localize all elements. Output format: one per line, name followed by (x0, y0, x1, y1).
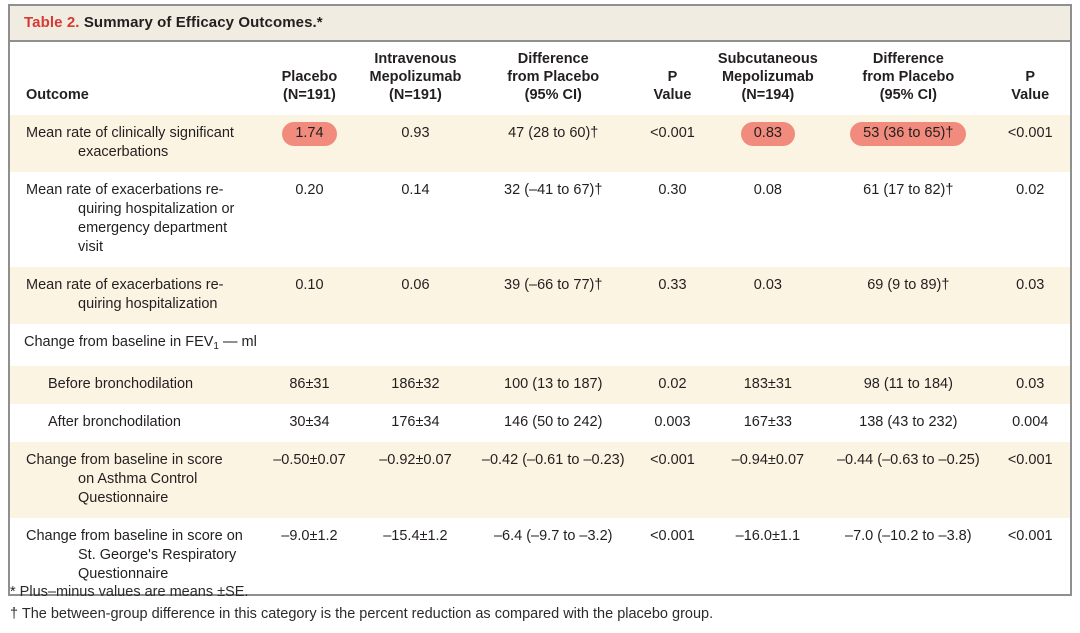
value-cell: 0.03 (1016, 277, 1045, 293)
value-cell: 0.14 (401, 182, 430, 198)
outcome-cell: Change from baseline in score on Asthma C… (10, 442, 259, 518)
value-cell: –7.0 (–10.2 to –3.8) (845, 528, 972, 544)
value-cell: 0.03 (1016, 376, 1045, 392)
outcome-cell: Mean rate of clinically significant exace… (10, 115, 259, 172)
value-cell: 53 (36 to 65)† (826, 115, 990, 172)
value-cell: 98 (11 to 184) (863, 376, 953, 392)
table-row: Mean rate of clinically significant exace… (10, 115, 1070, 172)
outcome-label: Change from baseline in FEV1 — ml (24, 334, 257, 352)
value-cell: –6.4 (–9.7 to –3.2) (493, 528, 613, 544)
data-table: Outcome Placebo (N=191) Intravenous Mepolizu… (10, 42, 1070, 594)
column-header-outcome: Outcome (10, 42, 260, 115)
table-header: Outcome Placebo (N=191) Intravenous Mepolizu… (10, 42, 1070, 115)
value-cell: <0.001 (650, 528, 695, 544)
value-cell: 30±34 (289, 414, 330, 430)
outcome-cell: Mean rate of exacerbations re-quiring ho… (10, 267, 259, 324)
value-cell: 167±33 (743, 414, 792, 430)
value-cell: <0.001 (650, 125, 695, 141)
value-cell: 69 (9 to 89)† (867, 277, 950, 293)
value-cell: 0.20 (295, 182, 324, 198)
table-row: Before bronchodilation 86±31 186±32 100 (13… (10, 366, 1070, 404)
value-cell: 183±31 (743, 376, 792, 392)
outcome-label: Change from baseline in score on St. Geor… (26, 528, 243, 582)
value-cell: 1.74 (259, 115, 360, 172)
value-cell: 0.003 (654, 414, 691, 430)
header-row: Outcome Placebo (N=191) Intravenous Mepolizu… (10, 42, 1070, 115)
value-cell: 100 (13 to 187) (504, 376, 603, 392)
table-title: Summary of Efficacy Outcomes.* (83, 14, 323, 31)
value-cell: –0.42 (–0.61 to –0.23) (481, 452, 625, 468)
value-cell: –0.50±0.07 (273, 452, 346, 468)
value-cell: 47 (28 to 60)† (508, 125, 599, 141)
table-body: Mean rate of clinically significant exace… (10, 115, 1070, 594)
table-row: Change from baseline in score on Asthma C… (10, 442, 1070, 518)
value-cell: 186±32 (391, 376, 440, 392)
column-header-sc: Subcutaneous Mepolizumab (N=194) (709, 42, 827, 115)
table-title-bar: Table 2. Summary of Efficacy Outcomes.* (10, 6, 1070, 42)
table-row: After bronchodilation 30±34 176±34 146 (50 … (10, 404, 1070, 442)
efficacy-outcomes-table: Table 2. Summary of Efficacy Outcomes.* … (8, 4, 1072, 596)
highlight-pill: 1.74 (282, 122, 337, 146)
subscript: 1 (213, 341, 219, 352)
value-cell: 0.03 (753, 277, 782, 293)
value-cell: 0.08 (753, 182, 782, 198)
value-cell: 0.004 (1012, 414, 1049, 430)
table-row: Change from baseline in score on St. Geor… (10, 518, 1070, 594)
table-number-label: Table 2. (24, 14, 80, 31)
column-header-diff1: Difference from Placebo (95% CI) (471, 42, 636, 115)
value-cell: 39 (–66 to 77)† (504, 277, 603, 293)
value-cell: 138 (43 to 232) (859, 414, 958, 430)
column-header-iv: Intravenous Mepolizumab (N=191) (359, 42, 472, 115)
column-header-diff2: Difference from Placebo (95% CI) (826, 42, 991, 115)
column-header-placebo: Placebo (N=191) (259, 42, 360, 115)
value-cell: –15.4±1.2 (383, 528, 448, 544)
outcome-label: After bronchodilation (48, 414, 181, 430)
value-cell: 0.30 (658, 182, 687, 198)
value-cell: 0.06 (401, 277, 430, 293)
value-cell: <0.001 (650, 452, 695, 468)
value-cell: 0.02 (658, 376, 687, 392)
table-row: Change from baseline in FEV1 — ml (10, 324, 1070, 366)
value-cell: 176±34 (391, 414, 440, 430)
value-cell: 146 (50 to 242) (504, 414, 603, 430)
value-cell: –16.0±1.1 (735, 528, 801, 544)
table-row: Mean rate of exacerbations re-quiring ho… (10, 267, 1070, 324)
footnote-line: * Plus–minus values are means ±SE. (10, 584, 249, 600)
value-cell: –0.44 (–0.63 to –0.25) (836, 452, 980, 468)
value-cell: 86±31 (289, 376, 330, 392)
outcome-label: Mean rate of exacerbations re-quiring ho… (26, 182, 235, 255)
outcome-label: Change from baseline in score on Asthma C… (26, 452, 223, 506)
outcome-label: Mean rate of clinically significant exace… (26, 125, 234, 160)
value-cell: <0.001 (1007, 125, 1053, 141)
value-cell: 0.33 (658, 277, 687, 293)
table-row: Mean rate of exacerbations re-quiring ho… (10, 172, 1070, 267)
outcome-cell: Change from baseline in FEV1 — ml (10, 324, 1070, 366)
highlight-pill: 53 (36 to 65)† (850, 122, 967, 146)
value-cell: 0.10 (295, 277, 324, 293)
outcome-label: Before bronchodilation (48, 376, 194, 392)
outcome-label: Mean rate of exacerbations re-quiring ho… (26, 277, 224, 312)
value-cell: 0.83 (710, 115, 827, 172)
outcome-cell: Change from baseline in score on St. Geor… (10, 518, 259, 594)
value-cell: –0.94±0.07 (731, 452, 805, 468)
outcome-cell: After bronchodilation (10, 404, 259, 442)
column-header-p1: P Value (635, 42, 710, 115)
value-cell: –0.92±0.07 (379, 452, 452, 468)
value-cell: 0.93 (401, 125, 430, 141)
value-cell: <0.001 (1007, 528, 1053, 544)
value-cell: –9.0±1.2 (281, 528, 338, 544)
value-cell: 32 (–41 to 67)† (504, 182, 603, 198)
outcome-cell: Mean rate of exacerbations re-quiring ho… (10, 172, 259, 267)
column-header-p2: P Value (990, 42, 1070, 115)
value-cell: 0.02 (1016, 182, 1045, 198)
value-cell: 61 (17 to 82)† (863, 182, 954, 198)
value-cell: <0.001 (1007, 452, 1053, 468)
highlight-pill: 0.83 (740, 122, 795, 146)
outcome-cell: Before bronchodilation (10, 366, 259, 404)
footnotes: * Plus–minus values are means ±SE. † The … (10, 581, 1070, 625)
footnote-line: † The between-group difference in this c… (10, 606, 714, 622)
